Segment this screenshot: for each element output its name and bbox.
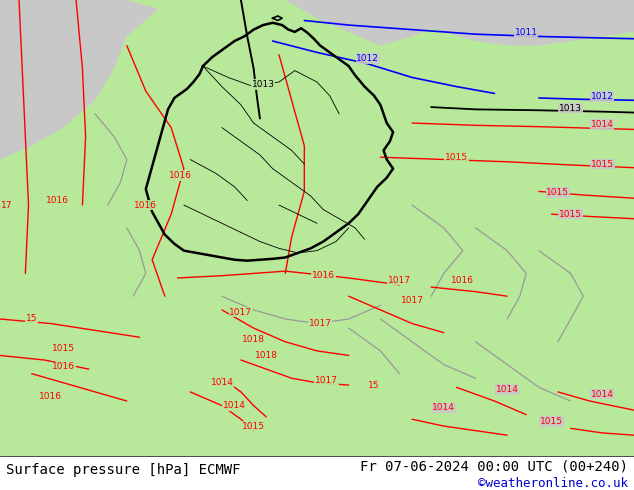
Polygon shape bbox=[349, 0, 634, 46]
Text: 1012: 1012 bbox=[356, 54, 379, 63]
Polygon shape bbox=[0, 0, 158, 160]
Text: 1014: 1014 bbox=[223, 401, 246, 410]
Text: 1014: 1014 bbox=[432, 403, 455, 413]
Text: 1015: 1015 bbox=[591, 160, 614, 169]
Text: ©weatheronline.co.uk: ©weatheronline.co.uk bbox=[477, 477, 628, 490]
Text: 1016: 1016 bbox=[134, 200, 157, 210]
Text: 15: 15 bbox=[26, 315, 37, 323]
Text: 1016: 1016 bbox=[312, 271, 335, 280]
Text: 1015: 1015 bbox=[559, 210, 582, 219]
Text: 1015: 1015 bbox=[540, 417, 563, 426]
Text: 1014: 1014 bbox=[496, 385, 519, 394]
Text: 1014: 1014 bbox=[591, 390, 614, 399]
Text: 1013: 1013 bbox=[252, 80, 275, 89]
Text: 1015: 1015 bbox=[52, 344, 75, 353]
Text: 1015: 1015 bbox=[242, 421, 265, 431]
Text: 1014: 1014 bbox=[591, 120, 614, 129]
Text: 1016: 1016 bbox=[39, 392, 62, 401]
Text: 1016: 1016 bbox=[52, 362, 75, 371]
Text: 15: 15 bbox=[368, 381, 380, 390]
Text: 17: 17 bbox=[1, 200, 12, 210]
Text: 1016: 1016 bbox=[46, 196, 68, 205]
Text: Surface pressure [hPa] ECMWF: Surface pressure [hPa] ECMWF bbox=[6, 463, 241, 477]
Text: 1018: 1018 bbox=[255, 351, 278, 360]
Text: 1018: 1018 bbox=[242, 335, 265, 344]
Text: 1017: 1017 bbox=[315, 376, 338, 385]
Text: 1017: 1017 bbox=[401, 296, 424, 305]
Text: 1013: 1013 bbox=[559, 103, 582, 113]
Text: 1016: 1016 bbox=[169, 171, 192, 180]
Text: 1015: 1015 bbox=[445, 153, 468, 162]
Text: 1016: 1016 bbox=[451, 276, 474, 285]
Polygon shape bbox=[285, 0, 507, 46]
Text: 1012: 1012 bbox=[591, 92, 614, 101]
Text: 1017: 1017 bbox=[388, 276, 411, 285]
Text: 1011: 1011 bbox=[515, 28, 538, 37]
Text: 1017: 1017 bbox=[309, 319, 332, 328]
Text: Fr 07-06-2024 00:00 UTC (00+240): Fr 07-06-2024 00:00 UTC (00+240) bbox=[359, 460, 628, 474]
Text: 1014: 1014 bbox=[210, 378, 233, 387]
Text: 1015: 1015 bbox=[547, 188, 569, 197]
Text: 1017: 1017 bbox=[230, 308, 252, 317]
